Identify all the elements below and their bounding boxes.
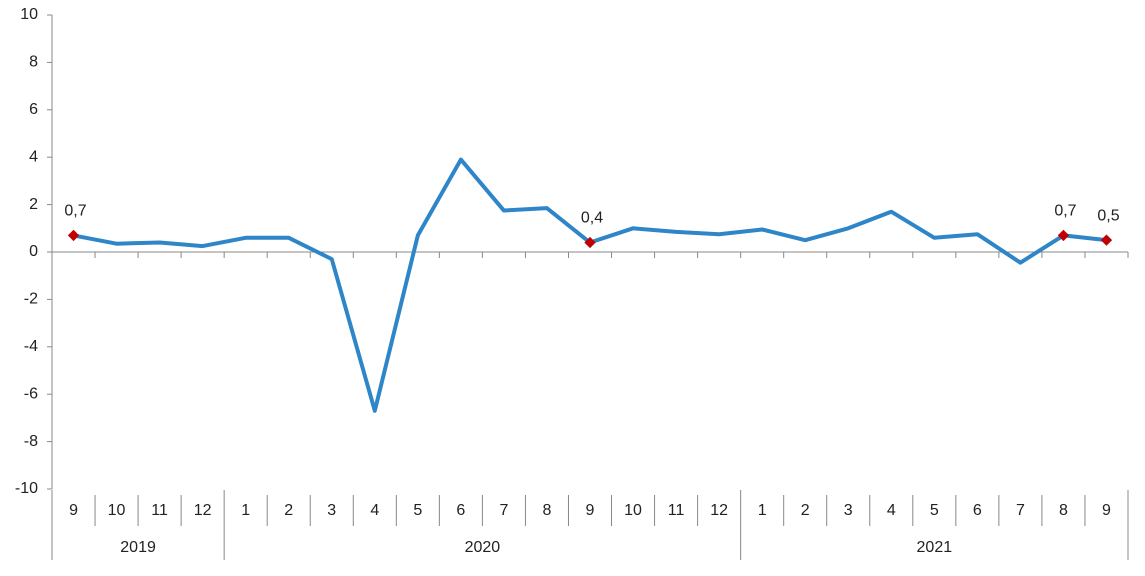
x-tick-label: 1	[241, 502, 250, 519]
data-marker	[1100, 234, 1113, 246]
x-tick-label: 3	[844, 502, 853, 519]
x-tick-label: 4	[370, 502, 379, 519]
y-tick-label: -2	[24, 291, 38, 308]
x-tick-label: 9	[69, 502, 78, 519]
x-tick-label: 12	[710, 502, 728, 519]
data-label: 0,5	[1097, 207, 1119, 224]
x-tick-label: 7	[1016, 502, 1025, 519]
x-tick-label: 10	[624, 502, 642, 519]
x-tick-label: 10	[108, 502, 126, 519]
x-tick-label: 8	[543, 502, 552, 519]
data-marker	[1057, 229, 1070, 242]
data-marker	[584, 236, 596, 249]
data-label: 0,7	[1054, 203, 1076, 220]
x-tick-label: 11	[668, 502, 685, 519]
data-marker	[67, 229, 80, 242]
y-tick-label: 2	[29, 196, 38, 213]
x-tick-label: 6	[973, 502, 982, 519]
data-line	[73, 157, 1107, 413]
y-tick-label: -4	[24, 338, 38, 355]
x-tick-label: 9	[586, 502, 595, 519]
x-tick-label: 5	[930, 502, 939, 519]
y-tick-label: 6	[29, 101, 38, 118]
x-tick-label: 2	[801, 502, 810, 519]
x-tick-label: 9	[1102, 502, 1111, 519]
y-tick-label: 4	[29, 148, 38, 165]
x-tick-label: 3	[327, 502, 336, 519]
x-tick-label: 7	[499, 502, 508, 519]
group-label: 2020	[465, 539, 501, 556]
x-tick-label: 5	[413, 502, 422, 519]
y-tick-label: 10	[20, 6, 38, 23]
y-tick-label: -8	[24, 433, 38, 450]
y-tick-label: -6	[24, 385, 38, 402]
y-tick-label: 8	[29, 54, 38, 71]
x-tick-label: 8	[1059, 502, 1068, 519]
x-tick-label: 1	[758, 502, 767, 519]
group-label: 2021	[917, 539, 953, 556]
data-label: 0,4	[581, 210, 603, 227]
x-tick-label: 4	[887, 502, 896, 519]
group-label: 2019	[120, 539, 156, 556]
y-tick-label: -10	[15, 480, 38, 497]
data-label: 0,7	[64, 203, 86, 220]
x-tick-label: 12	[194, 502, 212, 519]
x-tick-label: 11	[151, 502, 168, 519]
x-tick-label: 2	[284, 502, 293, 519]
x-tick-label: 6	[456, 502, 465, 519]
y-tick-label: 0	[29, 243, 38, 260]
